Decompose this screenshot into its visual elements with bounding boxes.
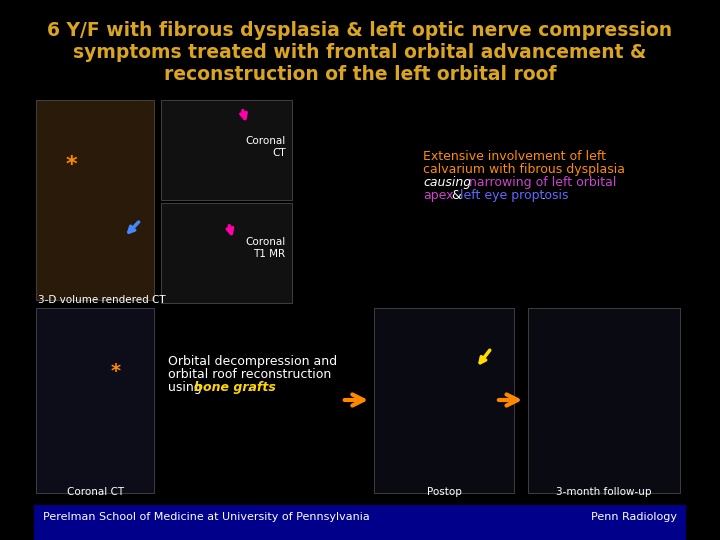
Text: causing: causing [423,176,472,189]
Text: Perelman School of Medicine at University of Pennsylvania: Perelman School of Medicine at Universit… [42,512,369,522]
Text: Orbital decompression and: Orbital decompression and [168,355,337,368]
Bar [528,308,680,493]
Text: &: & [448,189,466,202]
Text: 3-D volume rendered CT: 3-D volume rendered CT [38,295,166,305]
Text: 6 Y/F with fibrous dysplasia & left optic nerve compression
symptoms treated wit: 6 Y/F with fibrous dysplasia & left opti… [48,21,672,84]
Text: narrowing of left orbital: narrowing of left orbital [465,176,616,189]
Text: *: * [66,155,77,175]
Text: .: . [541,189,545,202]
Text: Coronal
CT: Coronal CT [246,136,286,158]
Bar [34,505,686,540]
Text: Extensive involvement of left: Extensive involvement of left [423,150,606,163]
Text: using: using [168,381,205,394]
Text: Coronal
T1 MR: Coronal T1 MR [246,237,286,259]
Text: orbital roof reconstruction: orbital roof reconstruction [168,368,331,381]
Text: *: * [111,362,121,381]
Text: apex: apex [423,189,454,202]
Text: Penn Radiology: Penn Radiology [591,512,678,522]
Bar [36,308,154,493]
Bar [161,203,292,303]
Text: Postop: Postop [427,487,462,497]
Bar [374,308,514,493]
Text: left eye proptosis: left eye proptosis [460,189,568,202]
Text: bone grafts: bone grafts [194,381,276,394]
Bar [36,100,154,300]
Text: .: . [247,381,251,394]
Text: calvarium with fibrous dysplasia: calvarium with fibrous dysplasia [423,163,626,176]
Text: Coronal CT: Coronal CT [67,487,124,497]
Text: 3-month follow-up: 3-month follow-up [556,487,652,497]
Bar [161,100,292,200]
